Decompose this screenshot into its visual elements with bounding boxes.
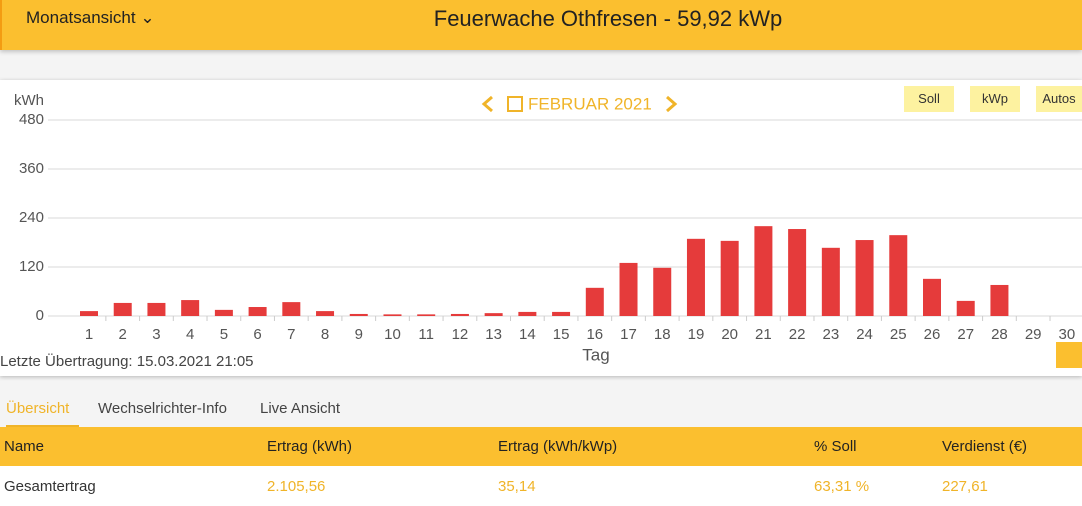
bar	[113, 302, 132, 316]
x-tick-label: 30	[1059, 326, 1076, 343]
header-cell: Verdienst (€)	[938, 427, 1082, 466]
y-tick-label: 360	[19, 160, 44, 177]
prev-arrow[interactable]	[481, 95, 493, 113]
calendar-icon	[507, 96, 523, 112]
bar	[484, 313, 503, 316]
x-tick-label: 25	[890, 326, 907, 343]
bar	[349, 313, 368, 316]
x-tick-label: 1	[85, 326, 93, 343]
bar	[686, 238, 705, 316]
header-cell: Ertrag (kWh/kWp)	[494, 427, 810, 466]
x-tick-label: 4	[186, 326, 194, 343]
bar	[552, 311, 571, 316]
x-tick-label: 21	[755, 326, 772, 343]
header: Monatsansicht ⌄ Feuerwache Othfresen - 5…	[0, 0, 1082, 50]
y-tick-label: 0	[36, 307, 44, 324]
summary-table: Name Ertrag (kWh) Ertrag (kWh/kWp) % Sol…	[0, 427, 1082, 506]
last-transfer: Letzte Übertragung: 15.03.2021 21:05	[0, 352, 254, 370]
y-axis-label: kWh	[14, 92, 44, 109]
x-tick-label: 20	[721, 326, 738, 343]
tab[interactable]: Wechselrichter-Info	[98, 400, 227, 417]
x-tick-label: 15	[553, 326, 570, 343]
cell: 227,61	[938, 466, 1082, 506]
x-tick-label: 18	[654, 326, 671, 343]
bar	[990, 284, 1009, 316]
cell: Gesamtertrag	[0, 466, 263, 506]
tab[interactable]: Übersicht	[6, 400, 80, 427]
button[interactable]: Soll	[904, 86, 954, 112]
x-tick-label: 5	[220, 326, 228, 343]
export-button[interactable]	[1056, 342, 1082, 368]
bar	[653, 267, 672, 316]
x-tick-label: 10	[384, 326, 401, 343]
chart: kWh FEBRUAR 2021 Tag Letzte Übertragung:…	[0, 92, 1082, 370]
header-cell: Name	[0, 427, 263, 466]
button[interactable]: kWp	[970, 86, 1020, 112]
bar	[720, 240, 739, 316]
x-tick-label: 26	[924, 326, 941, 343]
x-tick-label: 27	[957, 326, 974, 343]
view-label[interactable]: Monatsansicht	[26, 8, 136, 27]
chart-title: FEBRUAR 2021	[528, 94, 652, 113]
bar	[518, 311, 537, 316]
bar	[889, 235, 908, 316]
x-tick-label: 16	[586, 326, 603, 343]
bar	[855, 240, 874, 316]
bar	[417, 314, 436, 316]
cell: 2.105,56	[263, 466, 494, 506]
x-tick-label: 9	[355, 326, 363, 343]
cell: 35,14	[494, 466, 810, 506]
x-tick-label: 29	[1025, 326, 1042, 343]
x-tick-label: 22	[789, 326, 806, 343]
bar	[80, 311, 98, 316]
x-tick-label: 12	[452, 326, 469, 343]
bar	[821, 247, 840, 316]
x-tick-label: 7	[287, 326, 295, 343]
x-tick-label: 14	[519, 326, 536, 343]
button[interactable]: Autos	[1036, 86, 1082, 112]
x-tick-label: 28	[991, 326, 1008, 343]
bar	[248, 307, 267, 316]
bar	[316, 311, 335, 316]
bar	[282, 302, 301, 316]
bar	[585, 287, 604, 316]
bar	[619, 262, 638, 316]
x-tick-label: 3	[152, 326, 160, 343]
header-cell: % Soll	[810, 427, 938, 466]
x-tick-label: 23	[822, 326, 839, 343]
bar	[956, 300, 975, 316]
x-tick-label: 2	[119, 326, 127, 343]
view-select[interactable]: Monatsansicht ⌄	[26, 8, 155, 27]
y-tick-label: 480	[19, 111, 44, 128]
bar	[214, 309, 233, 316]
x-tick-label: 8	[321, 326, 329, 343]
bar	[788, 229, 807, 316]
page-title: Feuerwache Othfresen - 59,92 kWp	[433, 6, 783, 31]
header-cell: Ertrag (kWh)	[263, 427, 494, 466]
x-tick-label: 6	[253, 326, 261, 343]
bar	[754, 226, 773, 316]
x-tick-label: 17	[620, 326, 637, 343]
x-tick-label: 24	[856, 326, 873, 343]
x-tick-label: 13	[485, 326, 502, 343]
y-tick-label: 120	[19, 258, 44, 275]
bar	[923, 278, 941, 316]
cell: 63,31 %	[810, 466, 938, 506]
x-tick-label: 19	[688, 326, 705, 343]
x-tick-label: 11	[418, 326, 434, 343]
next-arrow[interactable]	[666, 95, 678, 113]
bar	[450, 313, 469, 316]
table-header: Name Ertrag (kWh) Ertrag (kWh/kWp) % Sol…	[0, 427, 1082, 466]
tabs: Übersicht Wechselrichter-Info Live Ansic…	[0, 392, 1082, 427]
table-row: Gesamtertrag 2.105,56 35,14 63,31 % 227,…	[0, 466, 1082, 506]
bar	[147, 302, 166, 316]
bar	[383, 314, 402, 316]
chart-panel: Soll kWp Autos kWh FEBRUAR 2021 Tag Letz…	[0, 80, 1082, 376]
tab[interactable]: Live Ansicht	[260, 400, 341, 417]
bar	[181, 300, 200, 316]
x-axis-label: Tag	[582, 345, 609, 364]
y-tick-label: 240	[19, 209, 44, 226]
